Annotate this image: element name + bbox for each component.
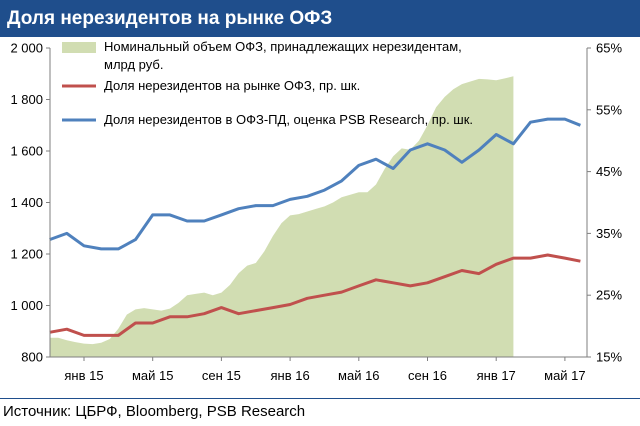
right-tick-label: 45% <box>596 164 622 179</box>
left-tick-label: 1 600 <box>10 144 43 159</box>
legend-swatch-area <box>62 42 96 53</box>
legend-label: Номинальный объем ОФЗ, принадлежащих нер… <box>104 39 462 54</box>
right-tick-label: 15% <box>596 350 622 365</box>
legend-label: Доля нерезидентов в ОФЗ-ПД, оценка PSB R… <box>104 112 473 127</box>
series-area-0 <box>49 76 514 358</box>
series-line-1 <box>49 253 581 337</box>
legend-label: Доля нерезидентов на рынке ОФЗ, пр. шк. <box>104 78 360 93</box>
source-note: Источник: ЦБРФ, Bloomberg, PSB Research <box>0 398 640 426</box>
x-tick-label: сен 16 <box>408 368 447 383</box>
x-tick-label: май 16 <box>338 368 380 383</box>
x-tick-label: сен 15 <box>202 368 241 383</box>
right-tick-label: 55% <box>596 102 622 117</box>
left-tick-label: 1 800 <box>10 92 43 107</box>
x-tick-label: май 15 <box>132 368 174 383</box>
x-tick-label: янв 15 <box>64 368 103 383</box>
left-tick-label: 800 <box>21 350 43 365</box>
chart-title: Доля нерезидентов на рынке ОФЗ <box>0 0 640 37</box>
x-tick-label: янв 16 <box>270 368 309 383</box>
right-tick-label: 65% <box>596 41 622 56</box>
left-tick-label: 1 200 <box>10 247 43 262</box>
left-tick-label: 1 000 <box>10 298 43 313</box>
left-tick-label: 1 400 <box>10 195 43 210</box>
chart: 800 1 000 1 200 1 400 1 600 1 800 2 000 15% 25% 3… <box>10 39 622 383</box>
legend-label: млрд руб. <box>104 57 163 72</box>
x-tick-label: янв 17 <box>477 368 516 383</box>
x-tick-label: май 17 <box>544 368 586 383</box>
right-tick-label: 25% <box>596 288 622 303</box>
left-tick-label: 2 000 <box>10 41 43 56</box>
series-line-2 <box>49 117 581 251</box>
right-tick-label: 35% <box>596 226 622 241</box>
